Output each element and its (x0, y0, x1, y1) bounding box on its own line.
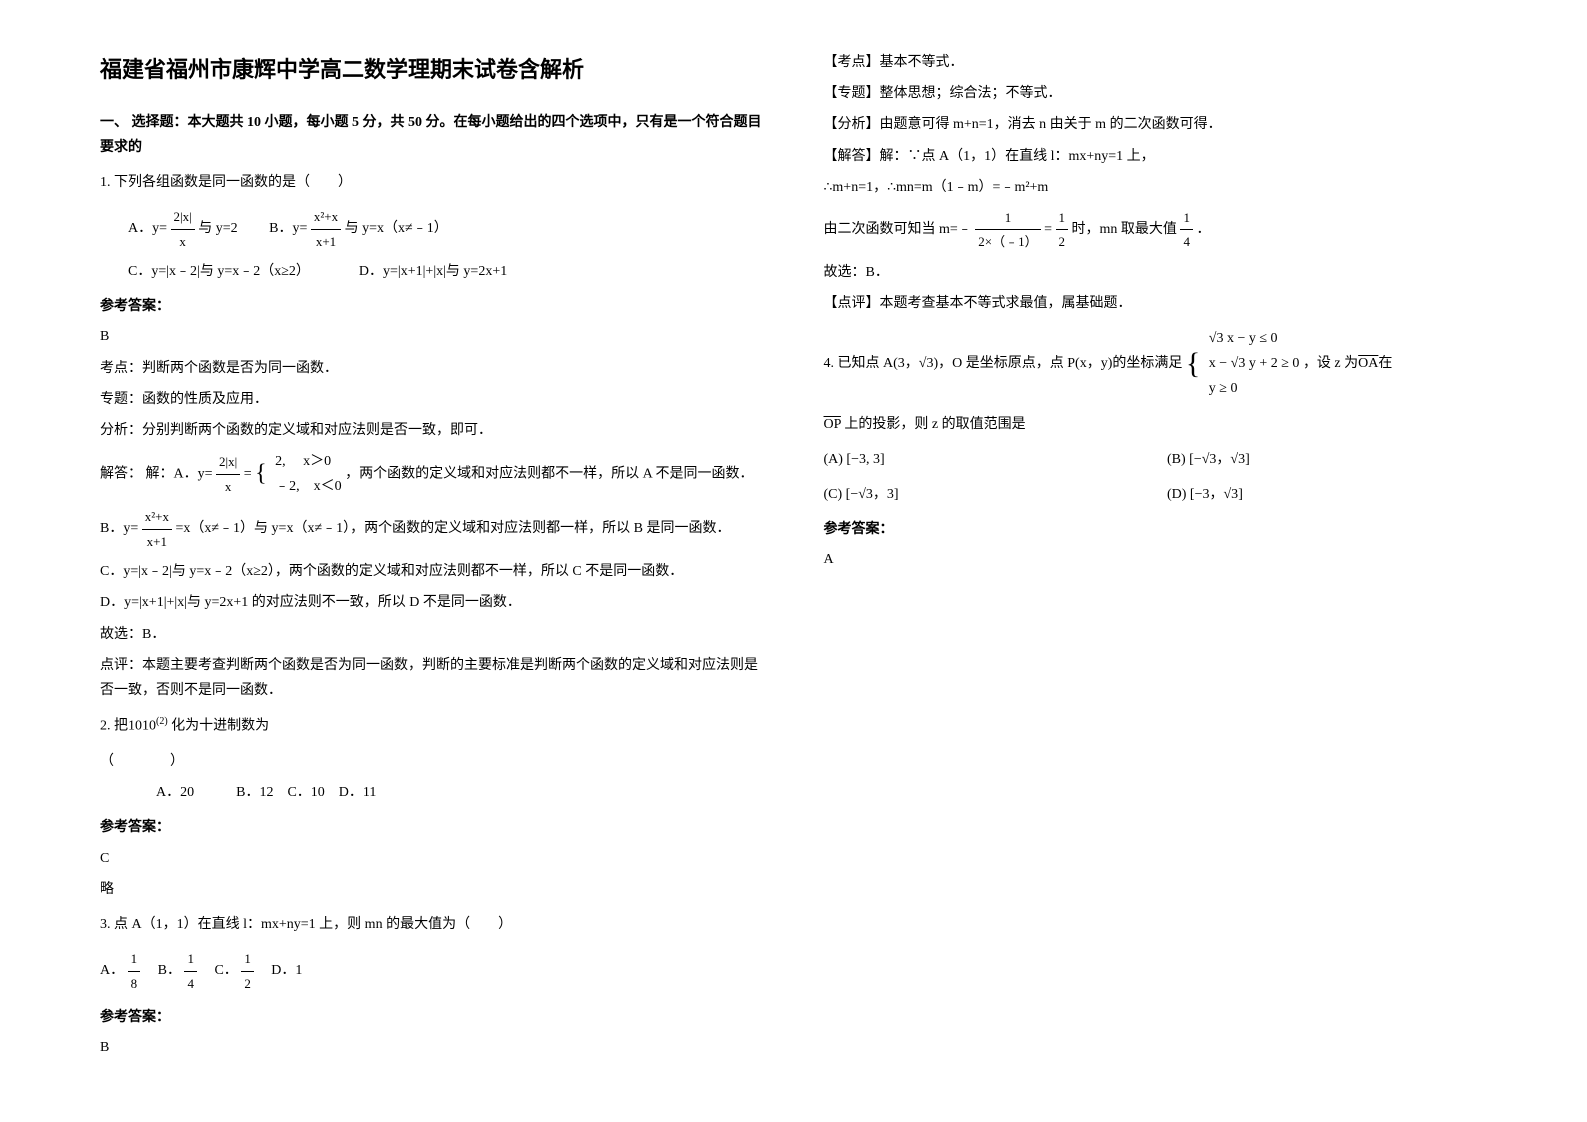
q2-answer: C (100, 846, 764, 871)
q2-blank: （ ） (100, 749, 764, 774)
q2-note: 略 (100, 877, 764, 902)
q1-a4-frac: 2|x| x (216, 450, 240, 498)
q4-optC: (C) [−√3，3] (824, 482, 1124, 507)
q3-a3: 【分析】由题意可得 m+n=1，消去 n 由关于 m 的二次函数可得． (824, 112, 1488, 137)
q2-options: A．20 B．12 C．10 D．11 (128, 780, 764, 805)
q1-a7: D．y=|x+1|+|x|与 y=2x+1 的对应法则不一致，所以 D 不是同一… (100, 590, 764, 615)
q1-optD: D．y=|x+1|+|x|与 y=2x+1 (359, 264, 507, 279)
q4-options-row1: (A) [−3, 3] (B) [−√3，√3] (824, 447, 1488, 472)
q3-a6: 由二次函数可知当 m=﹣ 12×（﹣1） = 12 时，mn 取最大值 14 ． (824, 206, 1488, 254)
q1-answer-label: 参考答案： (100, 294, 764, 319)
q2-stem: 2. 把1010(2) 化为十进制数为 (100, 713, 764, 739)
page-title: 福建省福州市康辉中学高二数学理期末试卷含解析 (100, 50, 764, 90)
q3-a1: 【考点】基本不等式． (824, 50, 1488, 75)
q3-options: A． 18 B． 14 C． 12 D．1 (100, 947, 764, 995)
q4-answer: A (824, 547, 1488, 572)
q1-optA-post: 与 y=2 (198, 221, 237, 236)
q4-stem-cont: OP 上的投影，则 z 的取值范围是 (824, 412, 1488, 437)
q1-answer: B (100, 324, 764, 349)
q1-options-cd: C．y=|x﹣2|与 y=x﹣2（x≥2） D．y=|x+1|+|x|与 y=2… (128, 259, 764, 284)
q1-optB-pre: B．y= (241, 221, 307, 236)
q1-optB-frac: x²+x x+1 (311, 205, 341, 253)
q1-a2: 专题：函数的性质及应用． (100, 387, 764, 412)
q4-optB: (B) [−√3，√3] (1167, 447, 1250, 472)
q3-answer: B (100, 1035, 764, 1060)
q3-answer-label: 参考答案： (100, 1005, 764, 1030)
q3-a7: 故选：B． (824, 260, 1488, 285)
q4-optD: (D) [−3，√3] (1167, 482, 1243, 507)
q1-a8: 故选：B． (100, 622, 764, 647)
q3-a2: 【专题】整体思想；综合法；不等式． (824, 81, 1488, 106)
q4-answer-label: 参考答案： (824, 517, 1488, 542)
q4-optA: (A) [−3, 3] (824, 447, 1124, 472)
q1-a5-frac: x²+x x+1 (142, 505, 172, 553)
q1-options-ab: A．y= 2|x| x 与 y=2 B．y= x²+x x+1 与 y=x（x≠… (128, 205, 764, 253)
q4-options-row2: (C) [−√3，3] (D) [−3，√3] (824, 482, 1488, 507)
q2-answer-label: 参考答案： (100, 815, 764, 840)
q1-optC: C．y=|x﹣2|与 y=x﹣2（x≥2） (128, 264, 310, 279)
q1-a3: 分析：分别判断两个函数的定义域和对应法则是否一致，即可． (100, 418, 764, 443)
q1-a9: 点评：本题主要考查判断两个函数是否为同一函数，判断的主要标准是判断两个函数的定义… (100, 653, 764, 703)
section-heading: 一、 选择题：本大题共 10 小题，每小题 5 分，共 50 分。在每小题给出的… (100, 110, 764, 160)
q3-a5: ∴m+n=1，∴mn=m（1﹣m）=﹣m²+m (824, 175, 1488, 200)
q3-a8: 【点评】本题考查基本不等式求最值，属基础题． (824, 291, 1488, 316)
q1-a4: 解答： 解：A．y= 2|x| x = { 2, x＞0 ﹣2, x＜0 ，两个… (100, 449, 764, 499)
q3-a4: 【解答】解：∵点 A（1，1）在直线 l：mx+ny=1 上， (824, 144, 1488, 169)
q1-optA-frac: 2|x| x (171, 205, 195, 253)
q1-a1: 考点：判断两个函数是否为同一函数． (100, 356, 764, 381)
q1-optB-post: 与 y=x（x≠﹣1） (345, 221, 448, 236)
q4-stem: 4. 已知点 A(3，√3)，O 是坐标原点，点 P(x，y)的坐标满足 { √… (824, 326, 1488, 402)
q1-stem: 1. 下列各组函数是同一函数的是（ ） (100, 170, 764, 195)
q1-a6: C．y=|x﹣2|与 y=x﹣2（x≥2），两个函数的定义域和对应法则都不一样，… (100, 559, 764, 584)
q1-a5: B．y= x²+x x+1 =x（x≠﹣1）与 y=x（x≠﹣1），两个函数的定… (100, 505, 764, 553)
q1-optA-pre: A．y= (128, 221, 167, 236)
q3-stem: 3. 点 A（1，1）在直线 l：mx+ny=1 上，则 mn 的最大值为（ ） (100, 912, 764, 937)
